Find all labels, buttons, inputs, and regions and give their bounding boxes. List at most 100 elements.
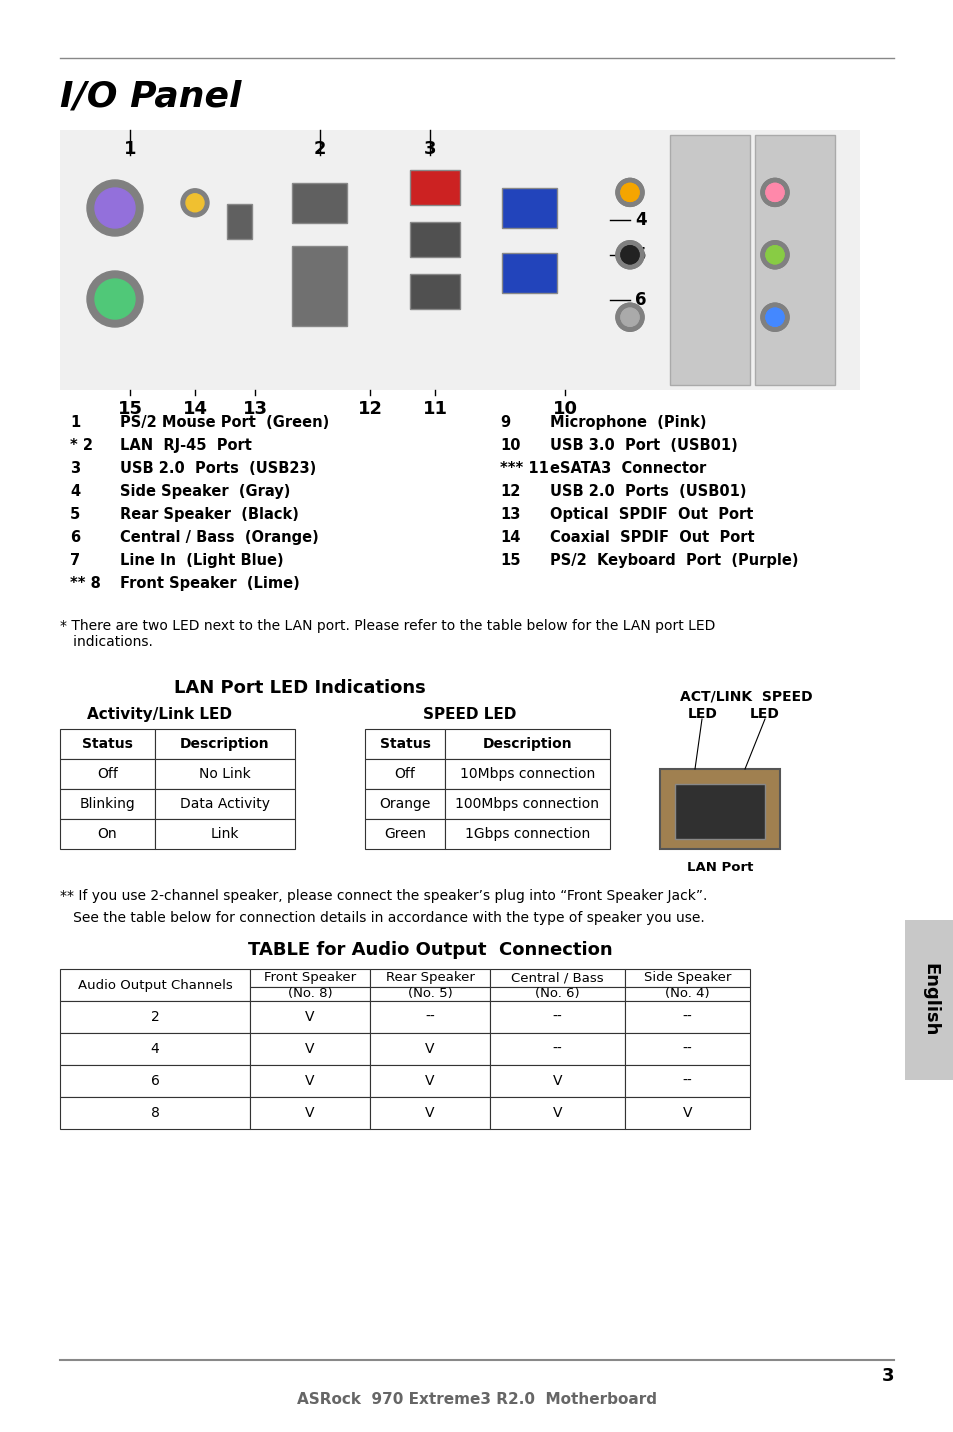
Text: 6: 6: [151, 1074, 159, 1088]
Bar: [293, 183, 347, 223]
Text: V: V: [552, 1074, 561, 1088]
Text: LED: LED: [687, 707, 717, 720]
Text: Central / Bass: Central / Bass: [511, 971, 603, 984]
Bar: [624, 1001, 749, 1032]
Bar: [250, 1001, 370, 1032]
Text: (No. 5): (No. 5): [407, 987, 452, 1001]
Circle shape: [760, 179, 788, 206]
Bar: [250, 987, 370, 1001]
Text: 7: 7: [70, 553, 80, 569]
Bar: [250, 1097, 370, 1128]
Bar: [60, 819, 154, 849]
Text: Description: Description: [482, 737, 572, 750]
Bar: [370, 987, 490, 1001]
Text: Rear Speaker  (Black): Rear Speaker (Black): [120, 507, 298, 523]
Bar: [154, 789, 294, 819]
Text: Status: Status: [379, 737, 430, 750]
Bar: [624, 1065, 749, 1097]
Text: 1: 1: [124, 140, 136, 158]
Text: I/O Panel: I/O Panel: [60, 80, 241, 115]
Text: 3: 3: [70, 461, 80, 475]
Text: 7: 7: [794, 206, 806, 223]
Circle shape: [87, 271, 143, 326]
Text: * There are two LED next to the LAN port. Please refer to the table below for th: * There are two LED next to the LAN port…: [60, 619, 715, 649]
Circle shape: [620, 246, 639, 263]
Text: On: On: [97, 828, 117, 841]
Circle shape: [760, 304, 788, 331]
Text: Front Speaker: Front Speaker: [264, 971, 355, 984]
Circle shape: [760, 241, 788, 269]
Text: V: V: [682, 1106, 692, 1120]
Bar: [365, 819, 444, 849]
Circle shape: [95, 188, 135, 228]
Bar: [370, 1065, 490, 1097]
Text: 10: 10: [499, 438, 520, 453]
Text: Description: Description: [180, 737, 270, 750]
Bar: [154, 729, 294, 759]
Text: *** 11: *** 11: [499, 461, 548, 475]
Text: Side Speaker  (Gray): Side Speaker (Gray): [120, 484, 290, 498]
Text: Blinking: Blinking: [79, 798, 135, 811]
Text: --: --: [682, 1074, 692, 1088]
Text: (No. 6): (No. 6): [535, 987, 579, 1001]
Circle shape: [186, 193, 204, 212]
Bar: [754, 135, 834, 385]
Circle shape: [181, 189, 209, 216]
Bar: [60, 1065, 250, 1097]
Text: Coaxial  SPDIF  Out  Port: Coaxial SPDIF Out Port: [550, 530, 754, 546]
Text: LAN  RJ-45  Port: LAN RJ-45 Port: [120, 438, 252, 453]
Text: 6: 6: [635, 291, 646, 309]
Bar: [444, 729, 609, 759]
Circle shape: [760, 241, 788, 269]
Bar: [60, 729, 154, 759]
Text: Off: Off: [97, 768, 118, 780]
Text: Audio Output Channels: Audio Output Channels: [77, 978, 233, 991]
Text: V: V: [305, 1010, 314, 1024]
Text: Front Speaker  (Lime): Front Speaker (Lime): [120, 576, 299, 591]
Text: Central / Bass  (Orange): Central / Bass (Orange): [120, 530, 318, 546]
Text: PS/2 Mouse Port  (Green): PS/2 Mouse Port (Green): [120, 415, 329, 430]
Text: (No. 8): (No. 8): [288, 987, 332, 1001]
Text: 10Mbps connection: 10Mbps connection: [459, 768, 595, 780]
Bar: [502, 188, 557, 228]
Text: V: V: [425, 1042, 435, 1055]
Text: 8: 8: [794, 246, 805, 263]
Text: TABLE for Audio Output  Connection: TABLE for Audio Output Connection: [248, 941, 612, 959]
Bar: [250, 1032, 370, 1065]
Text: Side Speaker: Side Speaker: [643, 971, 730, 984]
Text: Data Activity: Data Activity: [180, 798, 270, 811]
Text: ** 8: ** 8: [70, 576, 101, 591]
Text: (No. 4): (No. 4): [664, 987, 709, 1001]
Bar: [675, 783, 764, 839]
Text: 9: 9: [499, 415, 510, 430]
Text: --: --: [552, 1010, 561, 1024]
Bar: [502, 253, 557, 294]
Circle shape: [616, 241, 643, 269]
Text: English: English: [920, 964, 938, 1037]
Bar: [624, 969, 749, 987]
Circle shape: [620, 308, 639, 326]
Text: Off: Off: [395, 768, 415, 780]
Bar: [60, 789, 154, 819]
Bar: [365, 729, 444, 759]
Circle shape: [95, 279, 135, 319]
Bar: [669, 135, 749, 385]
Bar: [370, 1097, 490, 1128]
Bar: [624, 1097, 749, 1128]
Bar: [154, 759, 294, 789]
Circle shape: [616, 241, 643, 269]
Text: 4: 4: [70, 484, 80, 498]
Bar: [490, 1001, 624, 1032]
Bar: [365, 789, 444, 819]
Text: LED: LED: [749, 707, 779, 720]
Bar: [490, 987, 624, 1001]
Text: See the table below for connection details in accordance with the type of speake: See the table below for connection detai…: [60, 911, 704, 925]
Text: USB 2.0  Ports  (USB23): USB 2.0 Ports (USB23): [120, 461, 315, 475]
Bar: [370, 1001, 490, 1032]
Text: V: V: [305, 1074, 314, 1088]
Circle shape: [765, 246, 783, 263]
Bar: [60, 1097, 250, 1128]
Bar: [444, 819, 609, 849]
Circle shape: [620, 308, 639, 326]
Circle shape: [765, 183, 783, 202]
